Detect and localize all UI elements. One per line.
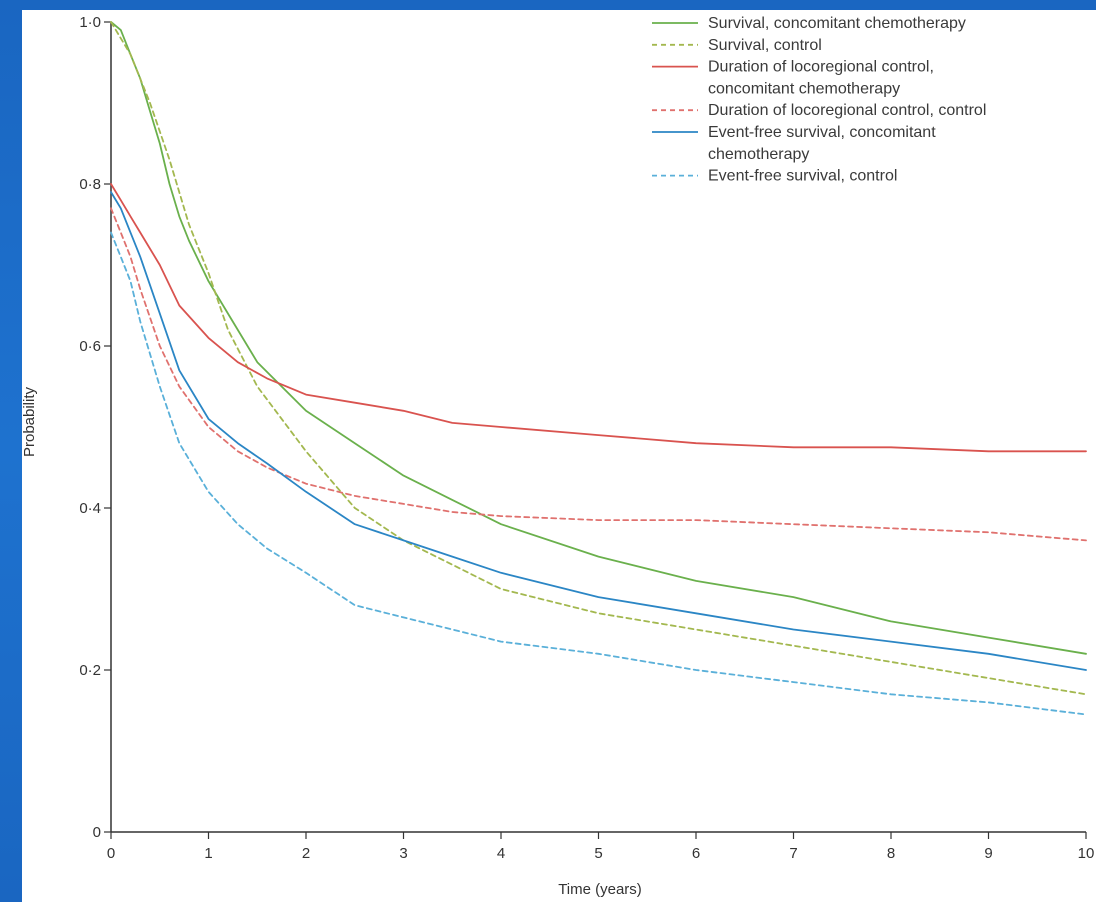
legend-label: Duration of locoregional control, contro… — [708, 102, 986, 119]
series-line-1 — [110, 21, 1087, 655]
y-tick-label: 0·6 — [79, 338, 101, 355]
legend-label: concomitant chemotherapy — [708, 80, 900, 97]
ticks: 0 1 2 3 4 5 6 7 8 9 10 0 0·2 0·4 0·6 0·8 1·0 — [79, 14, 1094, 862]
legend-label: Duration of locoregional control, — [708, 59, 934, 76]
series-line-3 — [110, 183, 1087, 453]
chart-panel — [22, 10, 1096, 902]
x-tick-label: 10 — [1078, 845, 1095, 862]
x-tick-label: 7 — [789, 845, 797, 862]
legend: Survival, concomitant chemotherapy Surviv… — [652, 15, 986, 185]
x-tick-label: 9 — [984, 845, 992, 862]
series-line-6 — [110, 231, 1087, 716]
x-tick-label: 2 — [302, 845, 310, 862]
x-tick-label: 8 — [887, 845, 895, 862]
series-line-4 — [110, 207, 1087, 542]
legend-label: Event-free survival, control — [708, 168, 897, 185]
y-tick-label: 0 — [93, 824, 101, 841]
y-tick-label: 0·4 — [79, 500, 101, 517]
series-layer — [110, 21, 1087, 716]
x-axis-title: Time (years) — [558, 881, 642, 898]
x-tick-label: 0 — [107, 845, 115, 862]
legend-label: chemotherapy — [708, 146, 809, 163]
series-line-2 — [110, 21, 1087, 696]
x-tick-label: 3 — [399, 845, 407, 862]
legend-label: Survival, concomitant chemotherapy — [708, 15, 966, 32]
series-line-5 — [110, 191, 1087, 671]
y-tick-label: 0·2 — [79, 662, 101, 679]
y-tick-label: 0·8 — [79, 176, 101, 193]
legend-label: Survival, control — [708, 37, 822, 54]
x-tick-label: 5 — [594, 845, 602, 862]
legend-label: Event-free survival, concomitant — [708, 124, 936, 141]
x-tick-label: 6 — [692, 845, 700, 862]
axes — [110, 22, 1086, 833]
x-tick-label: 4 — [497, 845, 505, 862]
y-axis-title: Probability — [21, 386, 38, 457]
x-tick-label: 1 — [204, 845, 212, 862]
y-tick-label: 1·0 — [79, 14, 101, 31]
